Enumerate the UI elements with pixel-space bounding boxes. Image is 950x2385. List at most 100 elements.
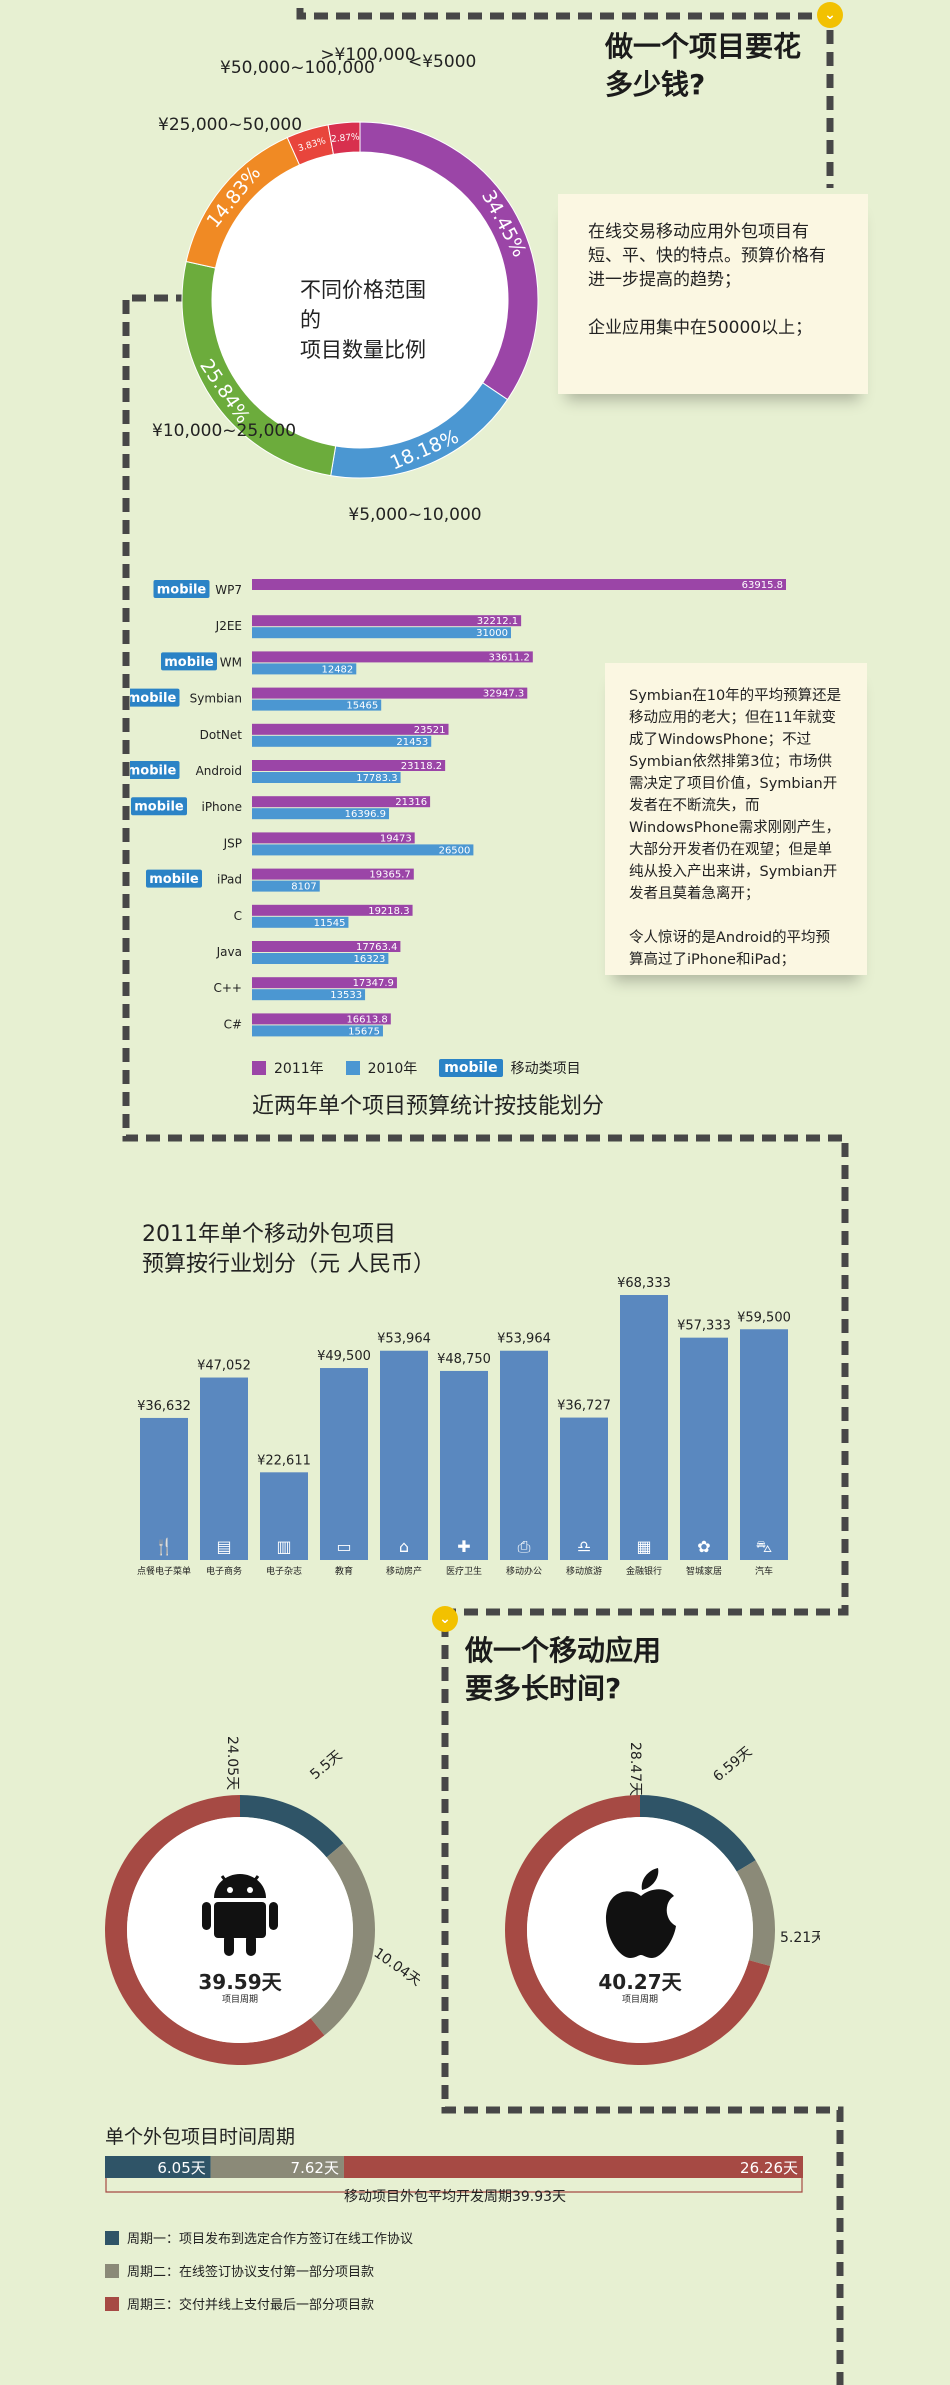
duration-slice bbox=[310, 1843, 375, 2036]
phase-legend-label: 周期二：在线签订协议支付第一部分项目款 bbox=[127, 2265, 375, 2280]
bar-2011-value: 23118.2 bbox=[401, 761, 442, 772]
donut-category-label: ¥50,000~100,000 bbox=[220, 58, 375, 78]
car-icon: ⛍ bbox=[756, 1537, 773, 1556]
phase-legend-item: 周期一：项目发布到选定合作方签订在线工作协议 bbox=[105, 2228, 413, 2247]
industry-bar bbox=[140, 1417, 188, 1560]
industry-category-label: 移动旅游 bbox=[566, 1565, 602, 1577]
bar-2010 bbox=[252, 808, 389, 820]
bar-2011-value: 17763.4 bbox=[356, 942, 397, 953]
bell-icon: ♎ bbox=[577, 1537, 591, 1556]
bar-2011 bbox=[252, 760, 446, 771]
industry-bar-value: ¥22,611 bbox=[257, 1453, 311, 1468]
bar-2010 bbox=[252, 663, 357, 675]
bar-2011 bbox=[252, 977, 397, 989]
phase-legend-swatch bbox=[105, 2263, 119, 2278]
bar-2010-value: 31000 bbox=[476, 628, 508, 639]
industry-bar-value: ¥68,333 bbox=[617, 1276, 671, 1291]
legend-2010-swatch bbox=[345, 1061, 360, 1075]
timeline-title: 单个外包项目时间周期 bbox=[105, 2126, 296, 2148]
section1-heading: 做一个项目要花 多少钱? bbox=[605, 30, 802, 101]
mobile-tag-bg bbox=[153, 580, 210, 598]
skill-category-label: DotNet bbox=[200, 728, 243, 742]
bar-2010 bbox=[252, 844, 474, 856]
bar-2010 bbox=[252, 953, 389, 964]
bar-2011-value: 19473 bbox=[380, 833, 412, 844]
legend-mobile-label: 移动类项目 bbox=[510, 1061, 581, 1077]
industry-bar-value: ¥36,727 bbox=[557, 1399, 611, 1414]
industry-bar bbox=[440, 1370, 488, 1560]
duration-slice bbox=[736, 1860, 775, 1967]
timeline-segment bbox=[343, 2156, 803, 2178]
industry-bar-value: ¥36,632 bbox=[137, 1399, 191, 1414]
cart-icon: ▤ bbox=[216, 1537, 231, 1556]
bar-2011-value: 32212.1 bbox=[477, 616, 518, 627]
legend-2011-swatch bbox=[252, 1061, 266, 1075]
phase-legend-label: 周期一：项目发布到选定合作方签订在线工作协议 bbox=[127, 2232, 414, 2247]
bar-2010-value: 13533 bbox=[330, 990, 362, 1001]
mobile-tag-bg bbox=[130, 688, 180, 707]
bar-2011-value: 32947.3 bbox=[483, 689, 524, 700]
bar-2010 bbox=[252, 699, 382, 711]
skill-category-label: iPhone bbox=[201, 800, 242, 814]
section4-heading: 做一个移动应用 要多长时间? bbox=[465, 1634, 662, 1705]
bar-2010-value: 15675 bbox=[348, 1026, 380, 1037]
donut-category-label: <¥5000 bbox=[408, 52, 476, 72]
bar-2010 bbox=[252, 772, 401, 783]
plant-icon: ✿ bbox=[697, 1537, 710, 1556]
skill-category-label: C++ bbox=[214, 981, 243, 995]
industry-chart-title: 2011年单个移动外包项目 预算按行业划分（元 人民币） bbox=[142, 1222, 435, 1277]
skill-category-label: C# bbox=[224, 1017, 242, 1031]
industry-category-label: 汽车 bbox=[755, 1565, 773, 1577]
donut-category-label: >¥100,000 bbox=[320, 45, 415, 65]
industry-category-label: 点餐电子菜单 bbox=[137, 1565, 191, 1577]
industry-bar bbox=[320, 1368, 368, 1560]
bar-2011 bbox=[252, 615, 522, 627]
industry-bar-value: ¥59,500 bbox=[737, 1310, 791, 1325]
mobile-tag-bg bbox=[161, 652, 217, 671]
bar-2010 bbox=[252, 916, 349, 928]
mobile-tag-label: mobile bbox=[130, 691, 176, 706]
bar-2010-value: 15465 bbox=[346, 701, 378, 712]
bar-2010-value: 26500 bbox=[439, 845, 471, 856]
bar-2011 bbox=[252, 796, 431, 808]
timeline-segment bbox=[210, 2156, 344, 2178]
industry-bar-value: ¥57,333 bbox=[677, 1319, 731, 1334]
industry-bar bbox=[260, 1472, 308, 1560]
ios-total-duration: 40.27天 bbox=[598, 1970, 682, 1994]
mobile-tag-label: mobile bbox=[130, 764, 176, 779]
bar-2010-value: 12482 bbox=[321, 664, 353, 675]
donut-slice bbox=[327, 121, 361, 155]
phase-legend-swatch bbox=[105, 2296, 119, 2311]
legend-2011-label: 2011年 bbox=[274, 1061, 324, 1077]
legend-mobile-tag: mobile bbox=[439, 1059, 503, 1077]
industry-category-label: 金融银行 bbox=[626, 1565, 662, 1577]
industry-bar bbox=[740, 1329, 788, 1560]
industry-category-label: 智城家居 bbox=[686, 1565, 722, 1577]
industry-bar-value: ¥53,964 bbox=[497, 1332, 551, 1347]
bar-2011-value: 63915.8 bbox=[742, 580, 783, 591]
bar-2011 bbox=[252, 868, 414, 880]
price-donut-center-title: 不同价格范围的 项目数量比例 bbox=[300, 278, 426, 362]
industry-bar bbox=[560, 1417, 608, 1560]
skill-category-label: Symbian bbox=[190, 692, 242, 706]
duration-slice bbox=[240, 1795, 344, 1858]
legend-2010-label: 2010年 bbox=[367, 1061, 418, 1077]
bar-2011-value: 19218.3 bbox=[368, 906, 409, 917]
skill-chart-legend: 2011年 2010年 mobile 移动类项目 bbox=[252, 1058, 581, 1078]
industry-bar bbox=[380, 1350, 428, 1560]
industry-budget-bar-chart: ¥36,632 🍴 点餐电子菜单 ¥47,052 ▤ 电子商务 ¥22,611 ▥ 电子杂志 ¥4… bbox=[137, 1276, 791, 1577]
bar-2010 bbox=[252, 627, 511, 639]
duration-slice bbox=[104, 1795, 325, 2065]
donut-inner-circle bbox=[212, 152, 508, 448]
magazine-icon: ▥ bbox=[276, 1537, 291, 1556]
android-cycle-label: 项目周期 bbox=[221, 1995, 258, 2005]
chevron-down-icon: ⌄ bbox=[817, 2, 843, 28]
printer-icon: ⎙ bbox=[518, 1537, 531, 1556]
bar-2010 bbox=[252, 880, 320, 892]
timeline-segment-label: 7.62天 bbox=[291, 2159, 339, 2177]
mobile-tag-label: mobile bbox=[157, 583, 207, 598]
mobile-tag-label: mobile bbox=[164, 655, 214, 670]
bar-2011-value: 17347.9 bbox=[353, 978, 394, 989]
price-range-donut-chart: 34.45%<¥500018.18%¥5,000~10,00025.84%¥10… bbox=[152, 45, 539, 525]
